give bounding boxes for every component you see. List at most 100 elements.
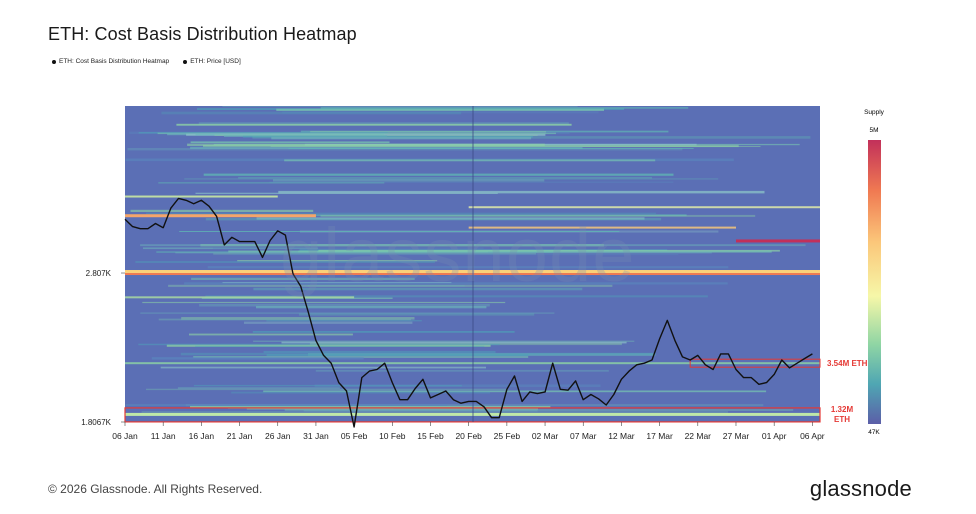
highlight-box-1-32m — [124, 407, 821, 423]
heatmap-band — [175, 252, 712, 254]
chart-title: ETH: Cost Basis Distribution Heatmap — [48, 24, 357, 44]
x-tick-label: 05 Feb — [341, 431, 368, 441]
heatmap-band — [282, 111, 599, 114]
heatmap-band — [307, 285, 465, 287]
heatmap-band — [138, 343, 500, 346]
heatmap-band — [315, 369, 609, 372]
heatmap-band — [140, 312, 555, 314]
highlight-box-3-54m — [689, 358, 821, 368]
heatmap-band — [213, 253, 536, 255]
heatmap-band — [189, 333, 353, 336]
heatmap-band — [195, 345, 485, 347]
heatmap-band — [246, 408, 539, 410]
heatmap-band — [256, 306, 487, 309]
annotation-1-32m-unit: ETH — [834, 415, 850, 424]
heatmap-band — [238, 177, 652, 179]
legend-item-heatmap[interactable]: ETH: Cost Basis Distribution Heatmap — [52, 58, 169, 65]
glassnode-logo: glassnode — [809, 476, 912, 501]
heatmap-band-strong — [735, 239, 820, 243]
heatmap-band — [232, 254, 679, 256]
heatmap-band — [263, 390, 767, 393]
heatmap-band — [125, 404, 448, 406]
heatmap-band — [146, 212, 657, 214]
legend: ETH: Cost Basis Distribution Heatmap ETH… — [52, 58, 241, 65]
heatmap-band — [242, 135, 533, 138]
heatmap-band — [195, 192, 498, 194]
heatmap-band — [142, 301, 506, 304]
heatmap-band-strong — [125, 296, 355, 299]
heatmap-band — [281, 341, 627, 344]
heatmap-band-strong — [125, 412, 820, 416]
heatmap-band — [300, 130, 669, 133]
heatmap-band — [231, 391, 490, 394]
heatmap-band — [185, 404, 764, 407]
heatmap-band — [271, 136, 532, 140]
annotation-3-54m: 3.54M ETH — [827, 359, 868, 368]
heatmap-band — [190, 405, 551, 408]
heatmap-band — [244, 321, 413, 324]
heatmap-band — [212, 247, 484, 249]
heatmap-band-strong — [468, 206, 820, 209]
heatmap-band — [205, 295, 708, 298]
x-tick-label: 26 Jan — [265, 431, 291, 441]
heatmap-band-strong — [468, 226, 736, 229]
heatmap-band — [253, 340, 635, 342]
x-tick-label: 25 Feb — [494, 431, 521, 441]
heatmap-band-strong — [125, 362, 820, 365]
heatmap-band — [184, 282, 728, 285]
colorbar-min-label: 47K — [868, 429, 880, 436]
heatmap-band — [198, 122, 569, 125]
copyright-footer: © 2026 Glassnode. All Rights Reserved. — [48, 482, 263, 496]
heatmap-band — [205, 218, 662, 221]
heatmap-band — [298, 313, 535, 316]
x-tick-label: 06 Apr — [800, 431, 825, 441]
heatmap-band — [199, 304, 490, 307]
heatmap-band — [320, 214, 756, 217]
x-tick-label: 12 Mar — [608, 431, 635, 441]
legend-dot-icon — [183, 59, 188, 64]
heatmap-band — [252, 136, 811, 139]
heatmap-band — [190, 141, 390, 144]
heatmap-band — [195, 134, 385, 136]
legend-dot-icon — [52, 59, 56, 64]
heatmap-band — [151, 357, 364, 360]
heatmap-band — [180, 352, 656, 356]
heatmap-band — [179, 231, 620, 232]
heatmap-band — [284, 159, 656, 162]
colorbar-max-label: 5M — [869, 127, 878, 134]
heatmap-band — [184, 178, 719, 180]
heatmap-band — [310, 131, 547, 134]
x-tick-label: 01 Apr — [762, 431, 787, 441]
heatmap-band — [176, 123, 572, 126]
heatmap-band — [222, 106, 578, 107]
heatmap-bands — [125, 106, 820, 416]
heatmap-band — [141, 411, 729, 413]
heatmap-band — [158, 318, 411, 321]
x-tick-label: 10 Feb — [379, 431, 406, 441]
heatmap-band — [190, 146, 583, 149]
heatmap-band — [303, 410, 538, 412]
heatmap-band — [160, 366, 486, 369]
heatmap-band — [166, 344, 491, 347]
colorbar — [868, 140, 881, 424]
x-tick-label: 31 Jan — [303, 431, 329, 441]
legend-label-heatmap: ETH: Cost Basis Distribution Heatmap — [59, 58, 170, 65]
price-line — [124, 197, 813, 428]
heatmap-band — [171, 214, 687, 217]
x-tick-label: 07 Mar — [570, 431, 597, 441]
x-tick-label: 15 Feb — [417, 431, 444, 441]
heatmap-band — [252, 331, 515, 333]
heatmap-band — [253, 287, 583, 291]
x-tick-label: 11 Jan — [151, 431, 176, 441]
heatmap-band — [256, 217, 645, 220]
heatmap-band — [193, 384, 462, 387]
heatmap-band — [203, 173, 674, 176]
x-tick-label: 17 Mar — [646, 431, 673, 441]
colorbar-title: Supply — [864, 109, 885, 116]
heatmap-band — [181, 317, 415, 320]
highlight-boxes — [124, 358, 821, 423]
legend-item-price[interactable]: ETH: Price [USD] — [183, 58, 241, 65]
x-axis: 06 Jan 11 Jan 16 Jan 21 Jan 26 Jan 31 Jan 05 F… — [112, 422, 825, 441]
heatmap-band — [187, 143, 545, 146]
